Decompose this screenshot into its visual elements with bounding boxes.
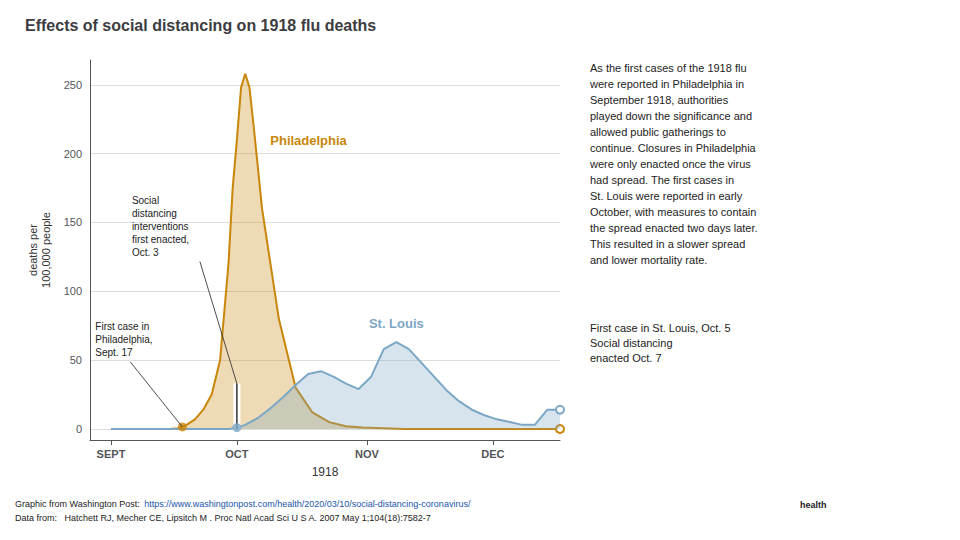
svg-text:the spread enacted two days la: the spread enacted two days later. [590, 222, 758, 234]
svg-text:September 1918, authorities: September 1918, authorities [590, 94, 729, 106]
svg-text:0: 0 [76, 423, 82, 435]
svg-text:Philadelphia: Philadelphia [270, 133, 347, 148]
svg-text:and lower mortality rate.: and lower mortality rate. [590, 254, 707, 266]
svg-text:Data from: Hatchett RJ, Mech: Data from: Hatchett RJ, Mecher CE, Lipsi… [15, 513, 431, 523]
svg-text:https://www.washingtonpost.com: https://www.washingtonpost.com/health/20… [144, 499, 471, 509]
svg-text:October, with measures to cont: October, with measures to contain [590, 206, 756, 218]
svg-text:had spread. The first cases in: had spread. The first cases in [590, 174, 734, 186]
svg-text:150: 150 [64, 216, 82, 228]
svg-text:interventions: interventions [132, 221, 189, 232]
svg-text:100: 100 [64, 285, 82, 297]
svg-text:100,000 people: 100,000 people [40, 212, 52, 288]
svg-text:NOV: NOV [355, 448, 380, 460]
svg-text:allowed public gatherings to: allowed public gatherings to [590, 126, 726, 138]
svg-text:Effects of social distancing o: Effects of social distancing on 1918 flu… [25, 17, 376, 34]
svg-text:enacted Oct. 7: enacted Oct. 7 [590, 352, 662, 364]
svg-text:distancing: distancing [132, 208, 177, 219]
svg-text:First case in St. Louis, Oct.: First case in St. Louis, Oct. 5 [590, 322, 731, 334]
svg-text:St. Louis were reported in ear: St. Louis were reported in early [590, 190, 743, 202]
svg-text:played down the significance a: played down the significance and [590, 110, 752, 122]
svg-text:continue. Closures in Philadel: continue. Closures in Philadelphia [590, 142, 757, 154]
svg-text:Social: Social [132, 195, 159, 206]
svg-text:Graphic from Washington Post:: Graphic from Washington Post: [15, 499, 142, 509]
svg-text:health: health [800, 500, 827, 510]
svg-text:250: 250 [64, 79, 82, 91]
svg-text:50: 50 [70, 354, 82, 366]
svg-text:Social distancing: Social distancing [590, 337, 673, 349]
svg-text:deaths per: deaths per [27, 224, 39, 276]
svg-text:Oct. 3: Oct. 3 [132, 247, 159, 258]
svg-text:First case in: First case in [95, 321, 149, 332]
svg-text:OCT: OCT [225, 448, 249, 460]
svg-text:first enacted,: first enacted, [132, 234, 189, 245]
svg-text:St. Louis: St. Louis [369, 316, 424, 331]
svg-text:Sept. 17: Sept. 17 [95, 347, 133, 358]
svg-text:As the first cases of the 1918: As the first cases of the 1918 flu [590, 62, 747, 74]
svg-text:This resulted in a slower spre: This resulted in a slower spread [590, 238, 745, 250]
svg-text:DEC: DEC [481, 448, 504, 460]
svg-text:200: 200 [64, 148, 82, 160]
svg-text:Philadelphia,: Philadelphia, [95, 334, 152, 345]
svg-text:were only enacted once the vir: were only enacted once the virus [589, 158, 751, 170]
svg-text:were reported in Philadelphia: were reported in Philadelphia in [589, 78, 744, 90]
svg-text:1918: 1918 [312, 465, 339, 479]
svg-text:SEPT: SEPT [97, 448, 126, 460]
